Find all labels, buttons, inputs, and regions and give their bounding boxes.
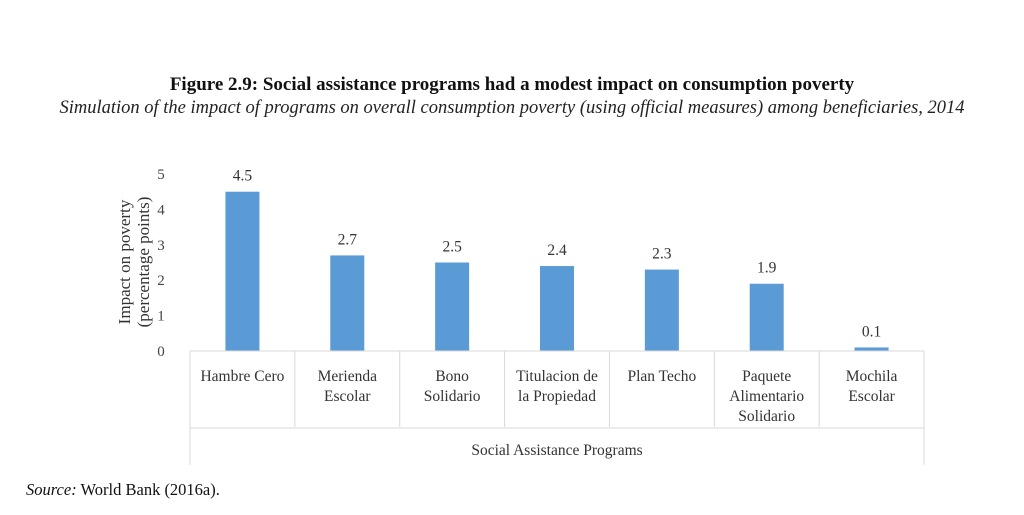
category-label: Mochila Escolar <box>846 368 898 405</box>
category-label-line: Titulacion de <box>516 368 598 385</box>
y-tick-label: 2 <box>157 273 165 289</box>
data-label: 2.7 <box>338 231 358 248</box>
y-tick-label: 1 <box>157 309 165 325</box>
data-label: 2.5 <box>442 239 462 256</box>
bar <box>330 255 365 351</box>
category-label-line: Solidario <box>424 388 481 405</box>
data-label: 0.1 <box>862 323 881 340</box>
category-label-line: Hambre Cero <box>200 368 284 385</box>
bar <box>854 347 889 351</box>
category-label-line: Paquete <box>742 368 791 385</box>
figure-title: Figure 2.9: Social assistance programs h… <box>169 74 855 95</box>
bar <box>749 283 784 351</box>
y-axis-title-line: Impact on poverty <box>115 199 134 324</box>
y-tick-label: 3 <box>157 238 165 254</box>
category-label: Merienda Escolar <box>318 368 378 405</box>
category-label: Bono Solidario <box>424 368 481 405</box>
y-axis-title-line: (percentage points) <box>134 197 153 328</box>
y-axis-title: Impact on poverty(percentage points) <box>115 197 153 328</box>
data-label: 4.5 <box>233 168 253 185</box>
y-tick-label: 4 <box>157 202 165 218</box>
bar <box>225 191 260 351</box>
source-label: Source: <box>26 480 77 499</box>
data-label: 2.4 <box>547 242 567 259</box>
y-tick-label: 5 <box>157 167 165 183</box>
bar <box>644 269 679 351</box>
bar <box>435 262 470 351</box>
category-label-line: la Propiedad <box>518 388 596 405</box>
figure-header: Figure 2.9: Social assistance programs h… <box>0 74 1024 120</box>
category-label-line: Mochila <box>846 368 898 385</box>
data-label: 2.3 <box>652 246 672 263</box>
category-label-line: Merienda <box>318 368 378 385</box>
category-label: Paquete Alimentario Solidario <box>729 368 804 425</box>
figure-subtitle: Simulation of the impact of programs on … <box>59 98 965 118</box>
source-note: Source: World Bank (2016a). <box>26 480 220 500</box>
category-label-line: Alimentario <box>729 388 804 405</box>
bar <box>540 266 574 351</box>
category-label-line: Bono <box>435 368 469 385</box>
x-axis-title: Social Assistance Programs <box>471 442 642 459</box>
category-label: Hambre Cero <box>200 368 284 385</box>
y-tick-label: 0 <box>157 344 165 360</box>
category-label-line: Escolar <box>848 388 895 405</box>
category-label-line: Escolar <box>324 388 371 405</box>
category-label-line: Solidario <box>738 408 795 425</box>
category-label: Plan Techo <box>627 368 696 385</box>
source-text: World Bank (2016a). <box>80 480 220 499</box>
category-label-line: Plan Techo <box>627 368 696 385</box>
data-label: 1.9 <box>757 260 777 277</box>
category-label: Titulacion de la Propiedad <box>516 368 598 405</box>
